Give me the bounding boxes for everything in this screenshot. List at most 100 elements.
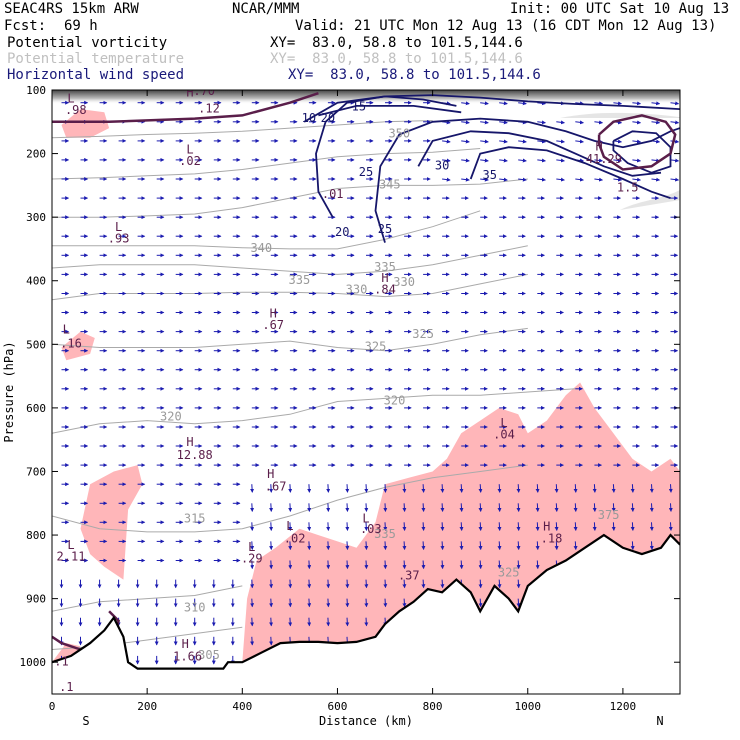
pv-annotation: .67: [262, 318, 284, 332]
pv-annotation: H: [543, 520, 550, 534]
wind-arrow: [592, 484, 597, 493]
wind-arrow: [288, 484, 293, 493]
wind-arrow: [632, 101, 642, 106]
wind-arrow: [535, 503, 540, 512]
wind-arrow: [345, 503, 350, 512]
wind-arrow: [554, 484, 559, 493]
wind-contour-25: [374, 117, 680, 243]
pv-contour-1: [597, 114, 677, 171]
pv-annotation: .16: [60, 337, 82, 351]
wind-arrow: [573, 484, 578, 493]
field-xy-wind: XY= 83.0, 58.8 to 101.5,144.6: [288, 67, 541, 83]
wind-arrow: [459, 484, 464, 493]
pv-region-0: [80, 465, 143, 580]
wind-arrow: [554, 541, 559, 551]
wind-arrow: [307, 541, 312, 551]
wind-arrow: [535, 522, 540, 531]
wind-arrow: [250, 541, 255, 551]
pv-annotation: .93: [108, 232, 130, 246]
wind-arrow: [480, 158, 489, 163]
x-axis-end-right: N: [656, 714, 663, 728]
wind-arrow: [518, 158, 527, 163]
wind-arrow: [383, 484, 388, 493]
wind-arrow: [535, 541, 540, 551]
wind-arrow: [478, 522, 483, 531]
wind-arrow: [364, 484, 369, 493]
wind-arrow: [478, 560, 483, 570]
wind-arrow: [440, 522, 445, 531]
wind-label: 20: [335, 225, 349, 239]
theta-label: 315: [184, 511, 206, 525]
wind-arrow: [611, 484, 616, 493]
wind-arrow: [651, 177, 661, 182]
x-tick-label: 1200: [610, 700, 637, 713]
wind-arrow: [383, 598, 388, 608]
wind-arrow: [516, 522, 521, 531]
pv-annotation: L: [186, 143, 193, 157]
wind-arrow: [594, 101, 604, 106]
wind-contour-20: [315, 95, 457, 218]
wind-arrow: [250, 560, 255, 570]
wind-arrow: [594, 177, 604, 182]
wind-label: 15: [352, 99, 366, 113]
y-tick-label: 500: [26, 338, 46, 351]
theta-label: 325: [365, 340, 387, 354]
wind-arrow: [594, 120, 604, 125]
wind-arrow: [383, 541, 388, 551]
upper-shading-right: [560, 112, 680, 210]
pv-annotation: L: [362, 511, 369, 525]
wind-arrow: [288, 598, 293, 608]
wind-arrow: [250, 522, 255, 531]
wind-arrow: [613, 177, 623, 182]
wind-arrow: [461, 139, 470, 144]
wind-arrow: [402, 484, 407, 493]
wind-arrow: [516, 484, 521, 493]
wind-arrow: [461, 177, 470, 182]
wind-arrow: [326, 560, 331, 570]
wind-arrow: [478, 598, 483, 608]
wind-arrow: [345, 579, 350, 589]
wind-contour-40: [612, 130, 672, 174]
wind-arrow: [402, 560, 407, 570]
wind-arrow: [250, 579, 255, 589]
wind-arrow: [364, 617, 369, 627]
pv-annotation: .1: [54, 654, 68, 668]
wind-arrow: [668, 503, 673, 512]
pv-annotation: H: [595, 139, 602, 153]
wind-arrow: [632, 177, 642, 182]
pv-annotation: .29: [241, 551, 263, 565]
x-tick-label: 600: [328, 700, 348, 713]
wind-arrow: [518, 177, 527, 182]
wind-arrow: [497, 541, 502, 551]
wind-contour-30: [417, 130, 662, 177]
wind-arrow: [630, 522, 635, 531]
wind-arrow: [383, 522, 388, 531]
wind-arrow: [478, 503, 483, 512]
wind-arrow: [269, 484, 274, 493]
center-label: NCAR/MMM: [232, 1, 300, 17]
y-tick-label: 400: [26, 275, 46, 288]
pv-annotation: H: [267, 467, 274, 481]
theta-label: 340: [250, 241, 272, 255]
wind-arrow: [516, 503, 521, 512]
theta-contour-340: [52, 210, 481, 250]
wind-label: 25: [378, 222, 392, 236]
wind-arrow: [250, 503, 255, 512]
pv-annotation: .02: [284, 532, 306, 546]
wind-label: 25: [359, 165, 373, 179]
wind-arrow: [573, 541, 578, 551]
y-tick-label: 800: [26, 529, 46, 542]
wind-arrow: [402, 579, 407, 589]
wind-arrow: [632, 139, 642, 144]
y-tick-label: 700: [26, 465, 46, 478]
wind-arrow: [345, 617, 350, 627]
field-label-pv: Potential vorticity: [7, 35, 168, 51]
wind-arrow: [402, 503, 407, 512]
wind-arrow: [592, 503, 597, 512]
pv-annotation: 41.29: [586, 152, 622, 166]
pv-annotation: .70: [193, 84, 215, 98]
theta-label: 325: [412, 327, 434, 341]
pv-annotation: .84: [374, 283, 396, 297]
wind-arrow: [288, 503, 293, 512]
wind-arrow: [575, 120, 584, 125]
